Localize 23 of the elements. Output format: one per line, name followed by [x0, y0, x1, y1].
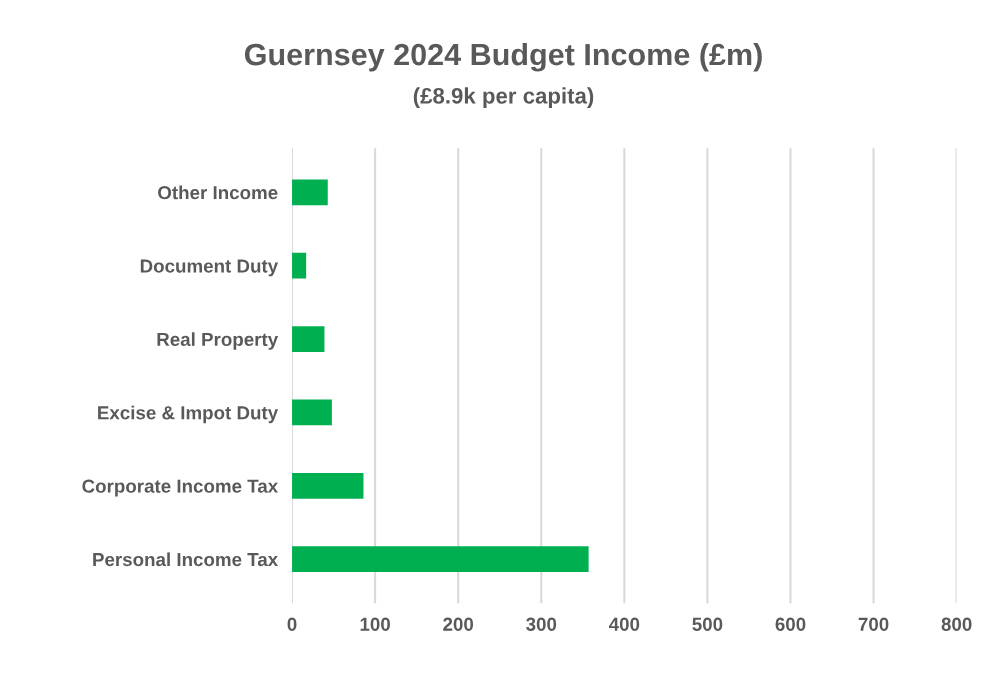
chart-title: Guernsey 2024 Budget Income (£m)	[244, 42, 762, 72]
x-tick-label: 600	[775, 617, 806, 631]
chart-subtitle: (£8.9k per capita)	[413, 87, 594, 109]
bar	[292, 472, 364, 499]
bar	[292, 252, 307, 279]
x-tick-label: 200	[443, 617, 474, 631]
x-tick-label: 500	[692, 617, 723, 631]
y-tick-label: Document Duty	[140, 259, 279, 277]
x-tick-label: 700	[858, 617, 889, 631]
x-tick-label: 800	[941, 617, 972, 631]
bar	[292, 179, 328, 206]
y-tick-label: Other Income	[158, 185, 278, 200]
y-tick-label: Excise & Impot Duty	[98, 405, 279, 424]
x-tick-label: 300	[526, 617, 557, 631]
bar	[292, 546, 589, 573]
x-tick-label: 0	[287, 617, 297, 631]
bar	[292, 326, 325, 352]
y-tick-label: Corporate Income Tax	[82, 479, 279, 497]
bar	[292, 399, 332, 426]
y-tick-label: Real Property	[157, 332, 279, 350]
y-tick-label: Personal Income Tax	[93, 552, 279, 567]
x-tick-label: 100	[360, 617, 390, 631]
x-tick-label: 400	[608, 617, 640, 631]
